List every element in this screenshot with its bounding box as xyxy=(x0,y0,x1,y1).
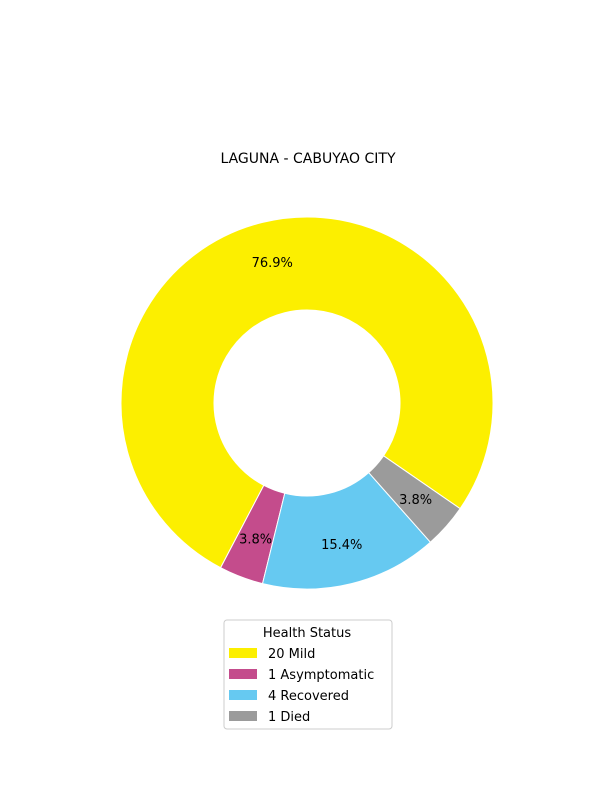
legend-label-mild: 20 Mild xyxy=(268,647,315,662)
legend-label-recovered: 4 Recovered xyxy=(268,689,349,704)
donut-slices xyxy=(120,216,494,590)
legend-swatch-died xyxy=(229,711,257,721)
legend-frame xyxy=(223,619,393,730)
legend-swatch-asymptomatic xyxy=(229,669,257,679)
pct-label-died: 3.8% xyxy=(399,493,432,508)
legend: Health Status 20 Mild 1 Asymptomatic 4 Rec… xyxy=(223,619,393,730)
slice-died xyxy=(367,455,461,543)
legend-swatch-recovered xyxy=(229,690,257,700)
pct-label-asymptomatic: 3.8% xyxy=(239,533,272,548)
legend-title: Health Status xyxy=(263,626,351,641)
pct-label-mild: 76.9% xyxy=(252,256,293,271)
legend-label-asymptomatic: 1 Asymptomatic xyxy=(268,668,374,683)
legend-label-died: 1 Died xyxy=(268,710,310,725)
pct-label-recovered: 15.4% xyxy=(321,538,362,553)
chart-title: LAGUNA - CABUYAO CITY xyxy=(220,151,395,167)
legend-swatch-mild xyxy=(229,648,257,658)
slice-mild xyxy=(120,216,494,569)
percent-labels: 76.9% 3.8% 15.4% 3.8% xyxy=(239,256,432,553)
legend-items: 20 Mild 1 Asymptomatic 4 Recovered 1 Died xyxy=(229,647,374,725)
